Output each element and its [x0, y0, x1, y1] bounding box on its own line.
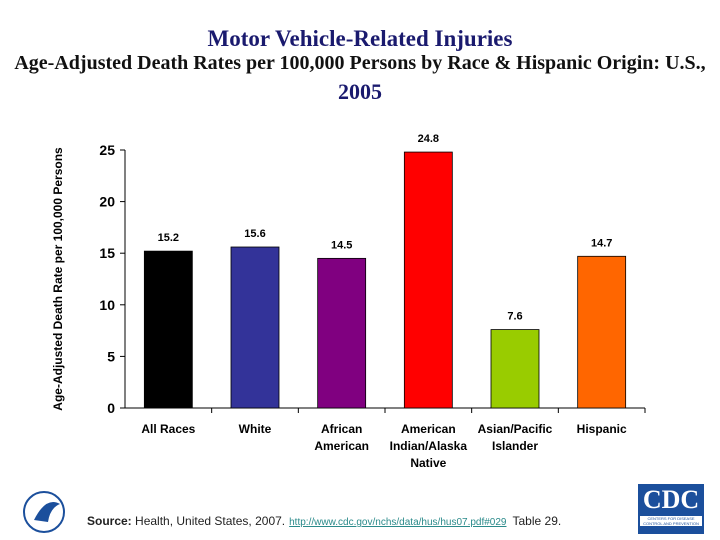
bar: [317, 257, 367, 409]
data-label: 7.6: [507, 311, 522, 323]
bar-chart: 0 5 10 15 20 25 Age-Adjusted Death Rate per 10…: [51, 133, 646, 470]
hhs-logo: [20, 486, 76, 536]
x-tick-label: Native: [410, 456, 446, 470]
x-tick-label: Islander: [492, 439, 538, 453]
cdc-logo: CDC CENTERS FOR DISEASE CONTROL AND PREVE…: [638, 484, 704, 534]
x-tick-label: American: [314, 439, 369, 453]
y-tick-label: 25: [99, 142, 115, 158]
data-label: 15.2: [158, 232, 179, 244]
bar: [143, 250, 193, 409]
bar: [490, 329, 540, 409]
bar: [230, 246, 280, 409]
y-tick-label: 15: [99, 245, 115, 261]
chart-subtitle: Age-Adjusted Death Rates per 100,000 Per…: [14, 52, 706, 74]
x-tick-label: Asian/Pacific: [478, 422, 553, 436]
data-label: 14.7: [591, 237, 612, 249]
y-tick-label: 5: [107, 348, 115, 364]
data-label: 14.5: [331, 239, 352, 251]
x-tick-label: Indian/Alaska: [390, 439, 468, 453]
x-tick-label: African: [321, 422, 362, 436]
x-tick-label: All Races: [141, 422, 195, 436]
y-tick-label: 10: [99, 297, 115, 313]
bar: [403, 151, 453, 409]
source-link[interactable]: http://www.cdc.gov/nchs/data/hus/hus07.p…: [289, 517, 507, 528]
y-tick-label: 0: [107, 400, 115, 416]
chart-title: Motor Vehicle-Related Injuries: [207, 26, 513, 51]
chart-subtitle-year: 2005: [338, 79, 382, 104]
source-table: Table 29.: [512, 514, 562, 528]
x-tick-label: Hispanic: [577, 422, 627, 436]
data-label: 15.6: [244, 228, 265, 240]
source-label: Source:: [87, 514, 132, 528]
bar: [577, 255, 627, 409]
y-tick-label: 20: [99, 194, 115, 210]
source-text: Health, United States, 2007.: [135, 514, 286, 528]
y-axis-label: Age-Adjusted Death Rate per 100,000 Pers…: [51, 147, 65, 411]
x-tick-label: White: [239, 422, 272, 436]
data-label: 24.8: [418, 133, 439, 145]
x-tick-label: American: [401, 422, 456, 436]
source-note: Source: Health, United States, 2007. http…: [87, 514, 561, 528]
